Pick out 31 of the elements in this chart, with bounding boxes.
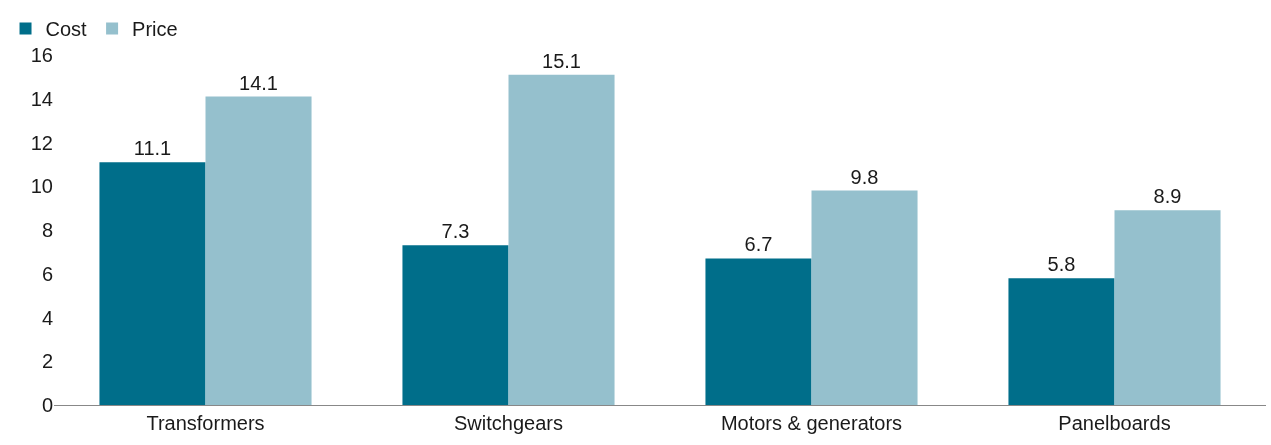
data-label: 9.8 <box>850 165 879 188</box>
y-tick-label: 4 <box>41 306 53 329</box>
bar <box>99 162 206 405</box>
bar <box>811 190 918 405</box>
y-tick-label: 12 <box>30 131 53 154</box>
y-tick-label: 10 <box>30 175 53 198</box>
y-tick-label: 16 <box>30 44 53 66</box>
y-tick-label: 14 <box>30 87 53 110</box>
y-tick-label: 6 <box>41 262 53 285</box>
bar <box>1114 210 1221 405</box>
x-tick-label: Motors & generators <box>720 412 903 434</box>
bar <box>508 74 615 405</box>
data-label: 8.9 <box>1153 185 1182 208</box>
legend-label: Price <box>132 18 178 41</box>
data-label: 5.8 <box>1047 253 1076 276</box>
data-label: 14.1 <box>239 71 278 94</box>
data-label: 6.7 <box>744 233 773 256</box>
bar <box>1008 278 1115 405</box>
legend-label: Cost <box>45 18 88 41</box>
bar <box>705 258 812 405</box>
data-label: 11.1 <box>133 137 172 160</box>
data-label: 7.3 <box>441 220 470 243</box>
bar <box>205 96 312 405</box>
y-tick-label: 8 <box>41 219 53 241</box>
x-tick-label: Panelboards <box>1058 412 1171 434</box>
x-tick-label: Switchgears <box>454 412 563 434</box>
y-tick-label: 0 <box>41 394 53 416</box>
x-tick-label: Transformers <box>146 412 265 434</box>
bar <box>402 245 509 405</box>
y-tick-label: 2 <box>41 350 53 373</box>
data-label: 15.1 <box>542 49 581 72</box>
